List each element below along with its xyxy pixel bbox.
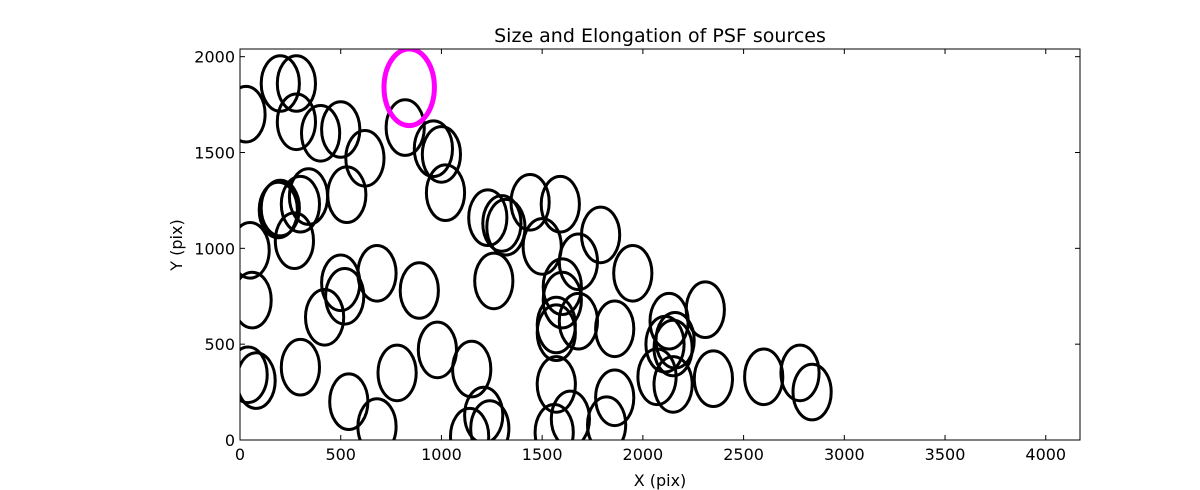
source-marker	[549, 389, 591, 440]
source-marker	[344, 129, 386, 188]
reference-marker	[381, 49, 437, 129]
source-marker	[416, 320, 458, 380]
source-marker	[541, 270, 583, 330]
source-marker	[485, 197, 527, 257]
x-tick-label: 1500	[522, 445, 563, 464]
source-marker	[240, 345, 269, 405]
y-axis-label: Y (pix)	[167, 219, 186, 271]
y-tick-label: 0	[225, 431, 235, 450]
source-marker	[463, 385, 505, 440]
source-marker	[398, 261, 440, 320]
x-tick-label: 3000	[824, 445, 865, 464]
source-marker	[469, 399, 511, 440]
source-marker	[612, 243, 654, 303]
source-marker	[279, 174, 321, 234]
source-marker	[449, 406, 491, 440]
source-marker	[779, 343, 821, 403]
x-tick-label: 1000	[421, 445, 462, 464]
y-tick-label: 2000	[194, 48, 235, 67]
y-tick-label: 1500	[194, 144, 235, 163]
source-marker	[557, 232, 600, 292]
source-marker	[652, 355, 694, 414]
source-marker	[384, 98, 426, 157]
source-marker	[481, 194, 523, 253]
source-marker	[535, 355, 577, 414]
axis-ticks: 0 500 1000 1500 2000 2500 3000 3500 4000 0 500 1000…	[194, 48, 1080, 464]
y-tick-label: 1000	[194, 239, 235, 258]
x-tick-label: 500	[325, 445, 356, 464]
source-marker	[275, 54, 317, 113]
source-marker	[279, 337, 321, 397]
source-marker	[326, 165, 368, 224]
source-marker	[324, 267, 366, 326]
source-marker	[473, 251, 515, 311]
source-marker	[300, 104, 342, 163]
source-marker	[684, 280, 726, 340]
plot-frame	[239, 48, 1081, 441]
source-marker	[240, 221, 271, 280]
source-marker	[320, 100, 362, 159]
source-marker	[594, 368, 636, 428]
x-tick-label: 2500	[723, 445, 764, 464]
x-axis-label: X (pix)	[634, 471, 687, 490]
source-marker	[539, 174, 581, 234]
source-marker	[240, 270, 273, 330]
source-marker	[586, 395, 628, 440]
source-marker	[328, 372, 370, 432]
source-marker	[594, 299, 636, 359]
source-marker	[521, 217, 563, 276]
source-marker	[356, 243, 398, 303]
source-marker	[509, 173, 551, 232]
source-marker	[424, 163, 467, 222]
source-marker	[580, 205, 622, 265]
source-marker	[240, 351, 277, 410]
x-tick-label: 4000	[1025, 445, 1066, 464]
source-marker	[273, 211, 315, 270]
source-marker	[412, 119, 454, 178]
source-marker	[257, 180, 299, 240]
y-tick-label: 500	[204, 335, 235, 354]
source-marker	[451, 339, 493, 399]
x-tick-label: 3500	[925, 445, 966, 464]
source-marker	[259, 54, 301, 113]
source-marker	[376, 343, 418, 403]
source-marker	[240, 84, 267, 144]
source-marker	[692, 349, 735, 409]
source-marker	[304, 288, 346, 347]
source-marker	[535, 303, 577, 363]
x-tick-label: 0	[235, 445, 245, 464]
source-marker	[356, 397, 398, 440]
x-tick-label: 2000	[623, 445, 664, 464]
source-marker	[791, 362, 833, 422]
chart-title: Size and Elongation of PSF sources	[494, 25, 826, 47]
source-marker	[420, 125, 462, 184]
markers-layer	[240, 49, 833, 440]
source-marker	[259, 178, 301, 238]
source-marker	[636, 347, 678, 407]
source-marker	[541, 257, 583, 317]
source-marker	[467, 188, 509, 247]
source-marker	[275, 92, 317, 152]
source-marker	[743, 347, 785, 407]
